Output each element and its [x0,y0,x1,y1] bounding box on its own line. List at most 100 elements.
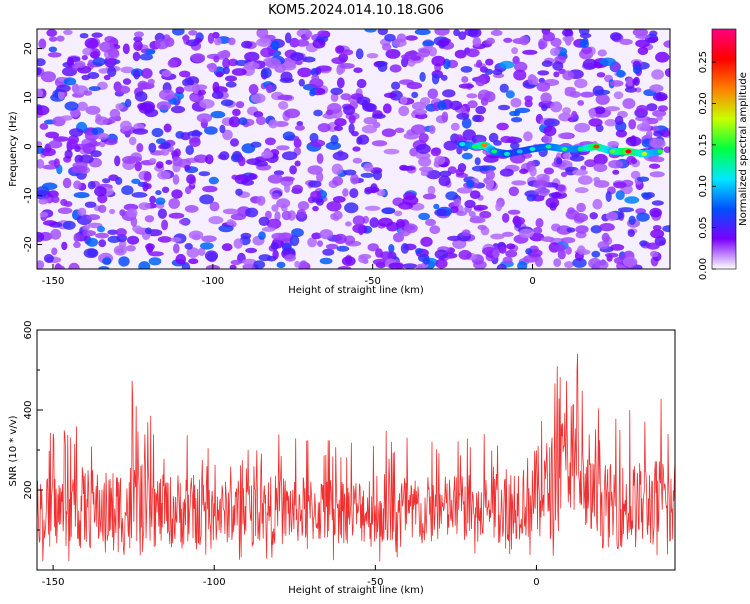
spectrogram-cell [333,233,347,244]
spectrogram-cell [593,180,610,188]
spectrogram-cell [132,51,141,62]
spectrogram-cell [183,84,197,92]
spectrogram-cell [168,212,185,219]
spectrogram-cell [157,236,172,243]
spectrogram-cell [434,29,450,36]
spectrogram-cell [220,99,234,107]
spectrogram-cell [499,168,514,177]
spectrogram-cell [618,207,634,213]
spectrogram-cell [349,188,359,199]
spectrogram-cell [248,84,259,95]
spectrogram-cell [168,198,180,209]
spectrogram-cell [99,41,115,53]
spectrogram-cell [46,29,58,37]
spectrogram-cell [63,77,77,86]
spectrogram-cell [356,96,371,106]
spectrogram-cell [82,47,93,56]
spectrogram-cell [352,157,363,164]
spectrogram-cell [199,194,215,205]
spectrogram-cell [256,37,272,47]
spectrogram-cell [90,51,100,59]
spectrogram-cell [502,231,514,237]
signal-peak [657,149,664,154]
spectrogram-cell [415,143,431,154]
spectrogram-cell [396,33,407,43]
spectrogram-cell [622,256,638,268]
snr-x-ticks: -150 -100 -50 0 [42,565,540,588]
spectrogram-cell [130,216,138,227]
spectrogram-cell [576,202,586,213]
spectrogram-cell [418,133,429,143]
spectrogram-cell [103,74,111,81]
spectrogram-cell [175,86,185,95]
spectrogram-cell [233,238,243,249]
spectrogram-cell [144,183,152,190]
spectrogram-cell [248,173,258,180]
spectrogram-cell [128,136,137,146]
spectrogram-cell [39,123,49,130]
spectrogram-cell [37,141,43,147]
spectrogram-cell [158,89,175,101]
spectrogram-cell [296,209,306,218]
spectrogram-cell [154,38,170,50]
y-tick-label: 20 [23,42,34,55]
spectrogram-cell [595,94,610,105]
spectrogram-cell [84,201,97,208]
spectrogram-cell [181,262,191,269]
spectrogram-cell [593,163,608,173]
spectrogram-cell [352,215,366,226]
spectrogram-cell [48,140,63,149]
spectrogram-cell [276,145,290,151]
spectrogram-cell [222,66,230,75]
spectrogram-cell [296,121,304,127]
spectrogram-cell [261,226,276,232]
spectrogram-cell [189,137,201,148]
spectrogram-cell [184,205,199,213]
spectrogram-cell [508,136,516,144]
spectrogram-cell [214,37,222,46]
spectrogram-cell [235,101,245,109]
spectrogram-cell [542,31,555,42]
spectrogram-cell [639,240,648,247]
spectrogram-cell [455,168,465,176]
spectrogram-cell [108,174,119,181]
spectrogram-cell [232,108,241,117]
spectrogram-cell [535,218,544,228]
spectrogram-cell [198,171,210,177]
spectrogram-y-label: Frequency (Hz) [8,111,19,187]
spectrogram-cell [486,37,495,45]
spectrogram-cell [188,230,204,240]
spectrogram-cell [291,228,304,238]
spectrogram-cell [428,125,436,134]
spectrogram-cell [284,32,292,44]
spectrogram-cell [557,184,566,192]
spectrogram-cell [340,93,352,101]
spectrogram-cell [572,257,587,268]
spectrogram-cell [134,161,142,172]
spectrogram-cell [560,237,576,244]
spectrogram-cell [316,153,324,165]
spectrogram-cell [381,207,396,214]
spectrogram-cell [510,97,522,108]
spectrogram-cell [121,185,134,196]
spectrogram-cell [102,178,111,184]
spectrogram-cell [284,183,291,193]
spectrogram-cell [496,122,509,131]
spectrogram-cell [565,246,572,255]
spectrogram-cell [562,35,574,43]
spectrogram-cell [256,195,266,206]
spectrogram-cell [657,105,669,112]
spectrogram-cell [372,258,389,266]
spectrogram-cell [298,78,305,87]
spectrogram-cell [466,179,475,188]
spectrogram-cell [266,218,282,230]
spectrogram-cell [272,249,279,260]
spectrogram-cell [461,117,472,129]
spectrogram-cell [440,74,448,81]
spectrogram-cell [522,49,538,55]
spectrogram-cell [532,227,543,234]
spectrogram-cell [496,263,507,269]
spectrogram-cell [363,163,374,172]
spectrogram-cell [92,57,106,67]
spectrogram-cell [461,152,473,160]
